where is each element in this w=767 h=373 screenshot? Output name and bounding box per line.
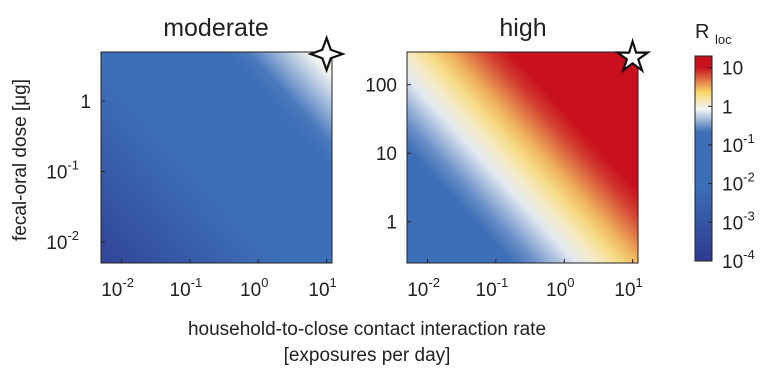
colorbar-ticks: 10 1 10-1 10-2 10-3 10-4 [708, 59, 755, 273]
heatmap-moderate: moderate 10-2 10-1 100 101 10-2 10-1 1 [46, 14, 336, 301]
colorbar: R loc 10 1 10-1 10-2 10-3 10-4 [694, 21, 755, 273]
colorbar-label: R loc [695, 21, 732, 47]
y-tick-label: 100 [365, 76, 397, 97]
panel-title-moderate: moderate [163, 14, 269, 42]
star-markers [307, 34, 652, 74]
x-tick-label: 100 [240, 275, 268, 301]
star-icon [307, 34, 346, 74]
star-icon [613, 37, 652, 74]
heatmap-moderate-frame [100, 51, 333, 264]
colorbar-gradient [695, 56, 712, 261]
y-axis-label: fecal-oral dose [μg] [10, 79, 31, 241]
y-tick-label: 10-2 [46, 228, 79, 254]
x-tick-label: 100 [546, 275, 574, 301]
panel-title-high: high [499, 14, 546, 42]
heatmap-high-frame [406, 51, 639, 264]
colorbar-tick-label: 10-2 [722, 170, 755, 196]
colorbar-tick-label: 1 [722, 97, 733, 118]
y-tick-label: 10-1 [46, 157, 79, 183]
colorbar-frame [694, 55, 713, 262]
colorbar-tick-label: 10-3 [722, 208, 755, 234]
x-axis-label-line2: [exposures per day] [284, 345, 451, 366]
x-tick-label: 10-1 [170, 275, 203, 301]
heatmap-high-field [407, 52, 638, 263]
x-tick-label: 10-2 [101, 275, 134, 301]
colorbar-tick-label: 10-4 [722, 247, 755, 273]
x-axis-label-line1: household-to-close contact interaction r… [188, 319, 546, 340]
heatmap-high: high 10-2 10-1 100 101 1 10 100 [365, 14, 642, 301]
colorbar-label-sub: loc [715, 32, 732, 47]
y-tick-label: 1 [386, 213, 397, 234]
x-tick-label: 10-2 [407, 275, 440, 301]
heatmap-moderate-field [101, 52, 332, 263]
colorbar-label-main: R [695, 21, 709, 43]
heatmap-moderate-ticks: 10-2 10-1 100 101 10-2 10-1 1 [46, 92, 336, 301]
x-tick-label: 101 [308, 275, 336, 301]
x-tick-label: 101 [614, 275, 642, 301]
colorbar-tick-label: 10-1 [722, 131, 755, 157]
colorbar-tick-label: 10 [722, 59, 743, 80]
heatmap-high-ticks: 10-2 10-1 100 101 1 10 100 [365, 76, 642, 301]
y-tick-label: 1 [80, 92, 91, 113]
x-tick-label: 10-1 [476, 275, 509, 301]
y-tick-label: 10 [376, 144, 397, 165]
